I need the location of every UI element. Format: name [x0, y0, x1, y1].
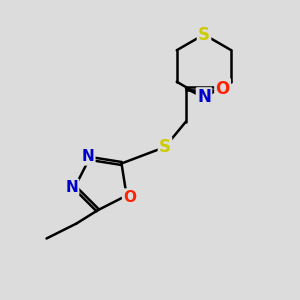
Text: O: O	[123, 190, 136, 205]
Text: S: S	[159, 138, 171, 156]
Text: N: N	[197, 88, 211, 106]
Text: N: N	[82, 149, 94, 164]
Text: N: N	[65, 180, 78, 195]
Text: S: S	[198, 26, 210, 44]
Text: O: O	[215, 80, 230, 98]
